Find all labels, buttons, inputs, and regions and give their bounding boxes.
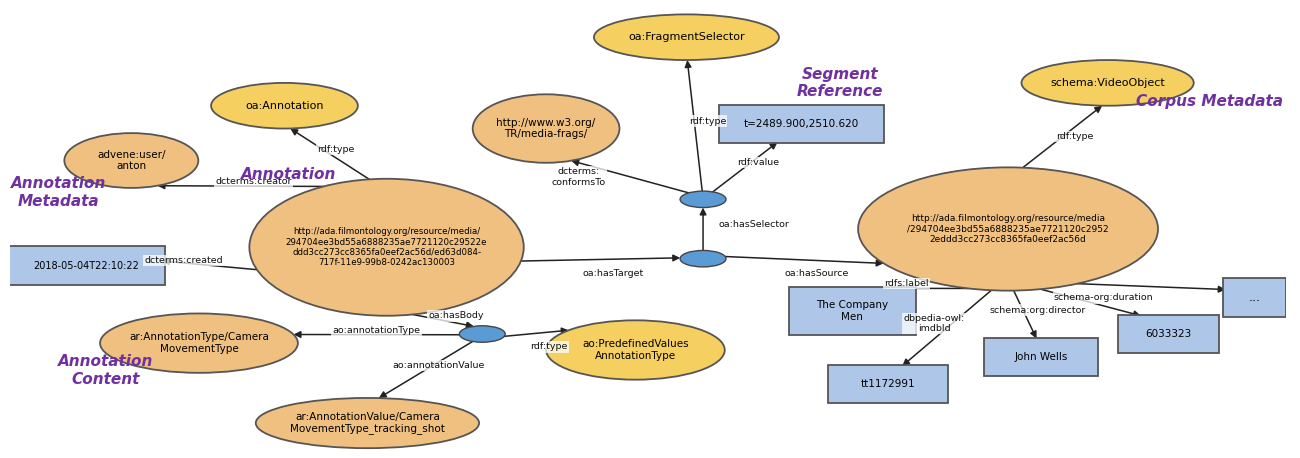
Text: oa:FragmentSelector: oa:FragmentSelector bbox=[628, 32, 745, 42]
Circle shape bbox=[680, 191, 725, 207]
Text: rdf:type: rdf:type bbox=[689, 116, 727, 125]
Text: John Wells: John Wells bbox=[1014, 352, 1067, 362]
Text: oa:Annotation: oa:Annotation bbox=[246, 101, 324, 111]
FancyBboxPatch shape bbox=[9, 246, 165, 285]
FancyBboxPatch shape bbox=[789, 288, 915, 335]
Circle shape bbox=[459, 326, 506, 342]
FancyBboxPatch shape bbox=[1118, 315, 1219, 353]
Ellipse shape bbox=[211, 83, 358, 129]
Text: dcterms:
conformsTo: dcterms: conformsTo bbox=[552, 167, 606, 186]
Text: Corpus Metadata: Corpus Metadata bbox=[1136, 93, 1283, 109]
Text: rdf:type: rdf:type bbox=[1057, 132, 1093, 141]
Text: Annotation
Content: Annotation Content bbox=[58, 354, 153, 387]
Text: rdfs:label: rdfs:label bbox=[884, 279, 928, 289]
Text: Segment
Reference: Segment Reference bbox=[797, 67, 883, 99]
Text: ao:annotationValue: ao:annotationValue bbox=[393, 361, 485, 370]
Text: http://ada.filmontology.org/resource/media/
294704ee3bd55a6888235ae7721120c29522: http://ada.filmontology.org/resource/med… bbox=[286, 227, 488, 267]
Ellipse shape bbox=[594, 14, 779, 60]
Text: ao:PredefinedValues
AnnotationType: ao:PredefinedValues AnnotationType bbox=[582, 339, 689, 361]
FancyBboxPatch shape bbox=[1223, 278, 1286, 316]
Text: The Company
Men: The Company Men bbox=[816, 300, 888, 322]
Text: schema:VideoObject: schema:VideoObject bbox=[1050, 78, 1165, 88]
Text: tt1172991: tt1172991 bbox=[861, 379, 915, 389]
Text: ...: ... bbox=[1248, 291, 1261, 304]
Text: 2018-05-04T22:10:22: 2018-05-04T22:10:22 bbox=[34, 261, 139, 271]
Text: t=2489.900,2510.620: t=2489.900,2510.620 bbox=[744, 119, 859, 129]
Text: schema-org:duration: schema-org:duration bbox=[1053, 294, 1153, 302]
Text: oa:hasTarget: oa:hasTarget bbox=[582, 269, 644, 278]
Text: rdf:value: rdf:value bbox=[737, 158, 779, 167]
Circle shape bbox=[680, 251, 725, 267]
Text: Annotation: Annotation bbox=[240, 167, 335, 182]
Text: ar:AnnotationType/Camera
MovementType: ar:AnnotationType/Camera MovementType bbox=[129, 333, 269, 354]
Ellipse shape bbox=[1022, 60, 1193, 106]
Text: dcterms:created: dcterms:created bbox=[144, 256, 224, 265]
FancyBboxPatch shape bbox=[719, 105, 884, 143]
Text: Annotation
Metadata: Annotation Metadata bbox=[10, 176, 107, 209]
Ellipse shape bbox=[473, 94, 620, 163]
Text: rdf:type: rdf:type bbox=[317, 145, 355, 154]
Text: oa:hasSource: oa:hasSource bbox=[785, 269, 849, 278]
Text: http://ada.filmontology.org/resource/media
/294704ee3bd55a6888235ae7721120c2952
: http://ada.filmontology.org/resource/med… bbox=[907, 214, 1109, 244]
Text: rdf:type: rdf:type bbox=[530, 343, 568, 351]
FancyBboxPatch shape bbox=[828, 365, 948, 403]
Ellipse shape bbox=[100, 313, 298, 373]
Text: schema:org:director: schema:org:director bbox=[989, 305, 1086, 315]
Ellipse shape bbox=[256, 398, 480, 448]
Text: oa:hasBody: oa:hasBody bbox=[428, 311, 484, 321]
Ellipse shape bbox=[546, 320, 724, 380]
Text: ar:AnnotationValue/Camera
MovementType_tracking_shot: ar:AnnotationValue/Camera MovementType_t… bbox=[290, 412, 445, 434]
Ellipse shape bbox=[64, 133, 199, 188]
Text: ao:annotationType: ao:annotationType bbox=[333, 326, 420, 334]
Text: 6033323: 6033323 bbox=[1145, 329, 1192, 339]
Text: http://www.w3.org/
TR/media-frags/: http://www.w3.org/ TR/media-frags/ bbox=[497, 118, 595, 139]
Ellipse shape bbox=[858, 167, 1158, 291]
Text: advene:user/
anton: advene:user/ anton bbox=[98, 150, 165, 171]
Ellipse shape bbox=[250, 179, 524, 316]
Text: oa:hasSelector: oa:hasSelector bbox=[719, 220, 789, 229]
Text: dcterms:creator: dcterms:creator bbox=[214, 177, 291, 186]
Text: dbpedia-owl:
imdbId: dbpedia-owl: imdbId bbox=[903, 314, 965, 333]
FancyBboxPatch shape bbox=[984, 338, 1098, 376]
